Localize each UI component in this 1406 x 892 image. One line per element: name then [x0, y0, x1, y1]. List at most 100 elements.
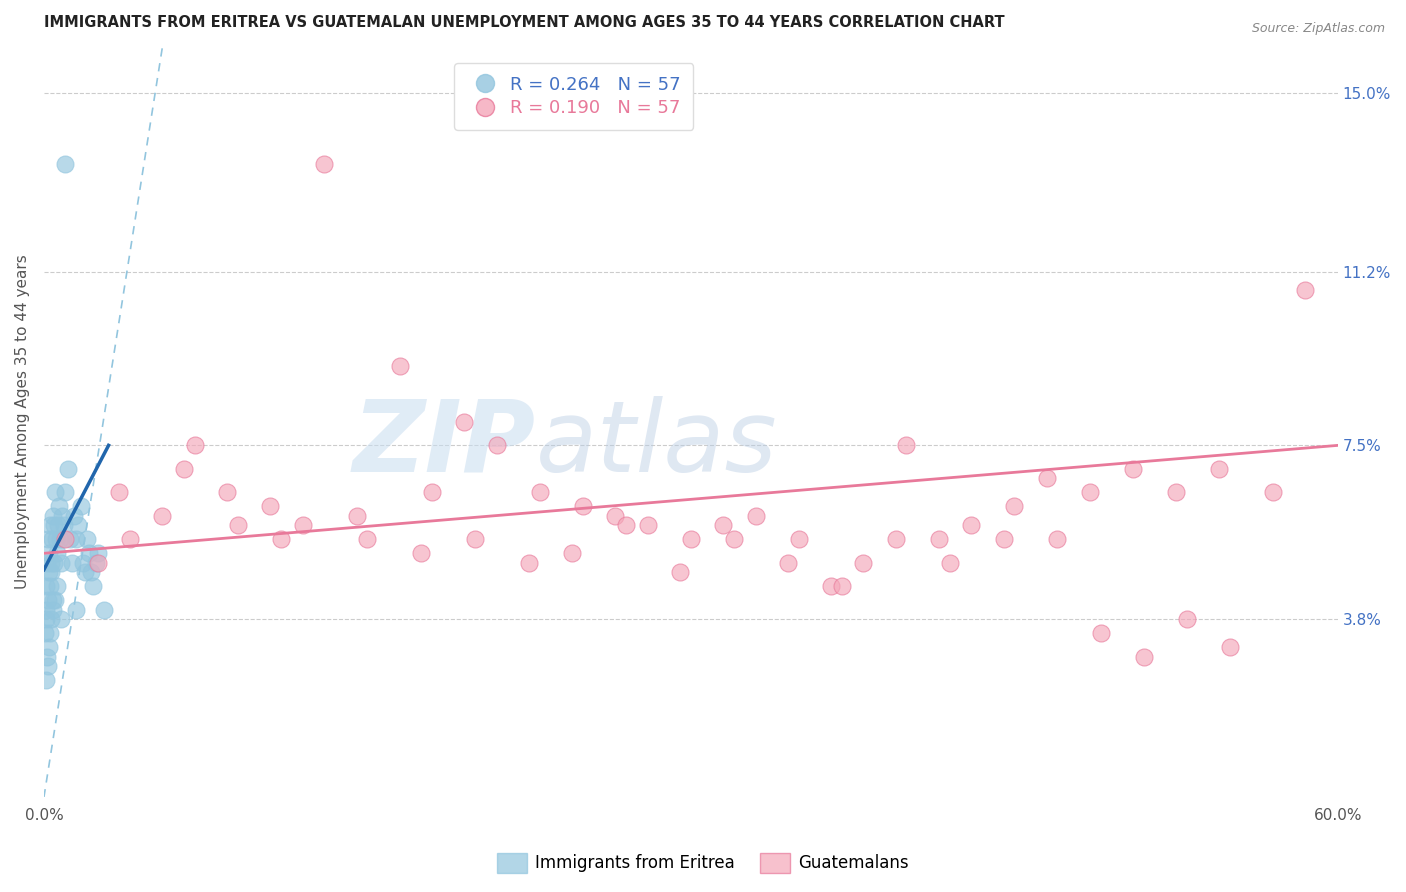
Point	[37, 649, 59, 664]
Point	[217, 485, 239, 500]
Point	[108, 485, 131, 500]
Point	[411, 546, 433, 560]
Point	[69, 500, 91, 514]
Point	[34, 626, 56, 640]
Point	[896, 438, 918, 452]
Point	[49, 556, 72, 570]
Point	[51, 508, 73, 523]
Point	[49, 533, 72, 547]
Point	[35, 612, 58, 626]
Point	[41, 508, 63, 523]
Point	[152, 508, 174, 523]
Point	[464, 533, 486, 547]
Point	[56, 462, 79, 476]
Point	[44, 556, 66, 570]
Point	[35, 579, 58, 593]
Point	[572, 500, 595, 514]
Point	[55, 485, 77, 500]
Point	[938, 556, 960, 570]
Point	[356, 533, 378, 547]
Point	[884, 533, 907, 547]
Point	[1035, 471, 1057, 485]
Point	[37, 533, 59, 547]
Point	[744, 508, 766, 523]
Point	[120, 533, 142, 547]
Point	[39, 579, 62, 593]
Point	[1132, 649, 1154, 664]
Point	[38, 546, 60, 560]
Text: ZIP: ZIP	[353, 396, 536, 493]
Point	[1002, 500, 1025, 514]
Point	[60, 556, 83, 570]
Point	[485, 438, 508, 452]
Point	[49, 612, 72, 626]
Point	[1122, 462, 1144, 476]
Point	[35, 673, 58, 687]
Point	[723, 533, 745, 547]
Point	[1261, 485, 1284, 500]
Point	[1078, 485, 1101, 500]
Point	[420, 485, 443, 500]
Point	[960, 518, 983, 533]
Point	[1294, 284, 1316, 298]
Point	[80, 565, 103, 579]
Point	[41, 612, 63, 626]
Point	[65, 533, 87, 547]
Point	[787, 533, 810, 547]
Point	[173, 462, 195, 476]
Point	[45, 546, 67, 560]
Point	[928, 533, 950, 547]
Point	[669, 565, 692, 579]
Point	[65, 602, 87, 616]
Point	[37, 556, 59, 570]
Point	[852, 556, 875, 570]
Point	[39, 518, 62, 533]
Point	[1219, 640, 1241, 655]
Point	[87, 556, 110, 570]
Point	[46, 518, 69, 533]
Point	[93, 602, 115, 616]
Point	[711, 518, 734, 533]
Point	[55, 157, 77, 171]
Point	[45, 533, 67, 547]
Point	[1090, 626, 1112, 640]
Point	[37, 593, 59, 607]
Point	[76, 533, 98, 547]
Point	[561, 546, 583, 560]
Point	[38, 640, 60, 655]
Text: IMMIGRANTS FROM ERITREA VS GUATEMALAN UNEMPLOYMENT AMONG AGES 35 TO 44 YEARS COR: IMMIGRANTS FROM ERITREA VS GUATEMALAN UN…	[44, 15, 1004, 30]
Point	[453, 415, 475, 429]
Point	[270, 533, 292, 547]
Point	[259, 500, 281, 514]
Point	[77, 546, 100, 560]
Point	[41, 565, 63, 579]
Point	[1208, 462, 1230, 476]
Point	[820, 579, 842, 593]
Text: atlas: atlas	[536, 396, 778, 493]
Point	[52, 533, 75, 547]
Point	[34, 602, 56, 616]
Point	[72, 556, 94, 570]
Point	[39, 626, 62, 640]
Point	[44, 593, 66, 607]
Point	[614, 518, 637, 533]
Point	[39, 556, 62, 570]
Point	[1164, 485, 1187, 500]
Point	[517, 556, 540, 570]
Text: Source: ZipAtlas.com: Source: ZipAtlas.com	[1251, 22, 1385, 36]
Point	[314, 157, 336, 171]
Point	[37, 659, 59, 673]
Point	[529, 485, 551, 500]
Point	[59, 533, 82, 547]
Point	[388, 359, 411, 373]
Point	[41, 602, 63, 616]
Point	[53, 518, 76, 533]
Point	[184, 438, 207, 452]
Point	[82, 579, 104, 593]
Point	[73, 565, 96, 579]
Point	[346, 508, 368, 523]
Point	[1046, 533, 1069, 547]
Point	[48, 500, 70, 514]
Point	[42, 593, 65, 607]
Point	[226, 518, 249, 533]
